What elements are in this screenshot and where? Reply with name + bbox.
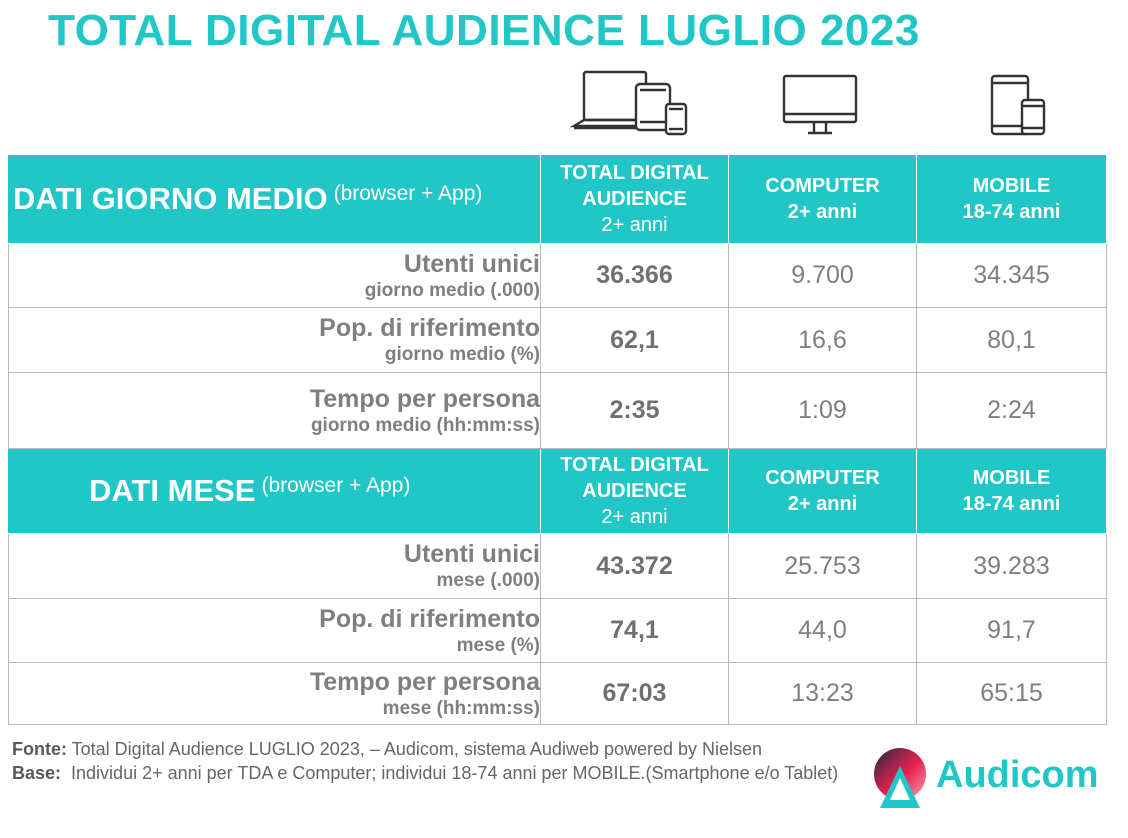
section-title-cell: DATI GIORNO MEDIO (browser + App) [8, 154, 541, 244]
table-row: Pop. di riferimento giorno medio (%) 62,… [8, 307, 1107, 373]
column-header-line: AUDIENCE [582, 480, 687, 502]
value-total: 36.366 [540, 243, 729, 308]
row-label-cell: Pop. di riferimento giorno medio (%) [8, 307, 541, 373]
desktop-monitor-icon [780, 72, 862, 138]
audicom-logo-icon [874, 748, 926, 808]
table-row: Tempo per persona mese (hh:mm:ss) 67:03 … [8, 662, 1107, 725]
column-header-line: 2+ anni [601, 214, 668, 236]
value-computer: 16,6 [728, 307, 917, 373]
audicom-logo-text: Audicom [936, 754, 1099, 796]
column-header-mobile: MOBILE 18-74 anni [916, 154, 1107, 244]
row-sublabel: giorno medio (%) [384, 344, 540, 365]
value-computer: 1:09 [728, 372, 917, 449]
row-label: Utenti unici [403, 540, 540, 568]
section-title-cell: DATI MESE (browser + App) [8, 448, 541, 534]
section-subtitle: (browser + App) [333, 182, 483, 205]
row-sublabel: mese (.000) [436, 570, 540, 591]
laptop-tablet-phone-icon [569, 68, 690, 138]
row-label: Pop. di riferimento [319, 314, 540, 342]
column-header-total: TOTAL DIGITAL AUDIENCE 2+ anni [540, 448, 729, 534]
row-label: Pop. di riferimento [319, 604, 540, 633]
row-sublabel: giorno medio (.000) [364, 279, 540, 301]
column-header-line: 2+ anni [601, 506, 668, 528]
row-sublabel: mese (%) [456, 634, 540, 656]
tablet-phone-icon [986, 72, 1048, 138]
value-total: 2:35 [540, 372, 729, 449]
footnote-source: Fonte: Total Digital Audience LUGLIO 202… [12, 737, 842, 761]
row-sublabel: giorno medio (hh:mm:ss) [310, 414, 540, 436]
column-header-mobile: MOBILE 18-74 anni [916, 448, 1107, 534]
value-mobile: 39.283 [916, 533, 1107, 599]
column-header-total: TOTAL DIGITAL AUDIENCE 2+ anni [540, 154, 729, 244]
value-mobile: 65:15 [916, 662, 1107, 725]
footnote-source-text: Total Digital Audience LUGLIO 2023, – Au… [66, 739, 763, 759]
footnote-base-label: Base: [12, 763, 62, 783]
value-total: 67:03 [540, 662, 729, 725]
section-title: DATI GIORNO MEDIO [13, 181, 328, 216]
column-header-computer: COMPUTER 2+ anni [728, 154, 917, 244]
footnote: Fonte: Total Digital Audience LUGLIO 202… [12, 737, 842, 785]
row-label: Tempo per persona [309, 667, 540, 696]
section-title: DATI MESE [89, 473, 256, 508]
column-header-line: 2+ anni [787, 201, 858, 223]
footnote-source-label: Fonte: [12, 739, 67, 759]
column-header-line: COMPUTER [765, 175, 880, 197]
value-total: 74,1 [540, 598, 729, 663]
column-header-line: 18-74 anni [962, 493, 1061, 515]
row-label-cell: Utenti unici giorno medio (.000) [8, 243, 541, 308]
audience-table: DATI GIORNO MEDIO (browser + App) TOTAL D… [8, 154, 1107, 725]
footnote-base-text: Individui 2+ anni per TDA e Computer; in… [61, 763, 839, 783]
column-header-line: 2+ anni [787, 493, 858, 515]
audicom-logo: Audicom [870, 744, 1110, 814]
row-label: Tempo per persona [309, 384, 540, 413]
value-computer: 13:23 [728, 662, 917, 725]
value-computer: 25.753 [728, 533, 917, 599]
section-header-row: DATI MESE (browser + App) TOTAL DIGITAL A… [8, 448, 1107, 534]
value-computer: 44,0 [728, 598, 917, 663]
footnote-base: Base: Individui 2+ anni per TDA e Comput… [12, 761, 842, 785]
row-label-cell: Tempo per persona giorno medio (hh:mm:ss… [8, 372, 541, 449]
row-label: Utenti unici [403, 249, 540, 278]
section-subtitle: (browser + App) [261, 474, 411, 497]
value-computer: 9.700 [728, 243, 917, 308]
table-row: Tempo per persona giorno medio (hh:mm:ss… [8, 372, 1107, 449]
column-header-line: TOTAL DIGITAL [560, 454, 709, 476]
section-header-row: DATI GIORNO MEDIO (browser + App) TOTAL D… [8, 154, 1107, 244]
page-title: TOTAL DIGITAL AUDIENCE LUGLIO 2023 [48, 6, 920, 55]
column-header-line: MOBILE [972, 467, 1051, 489]
column-header-line: MOBILE [972, 175, 1051, 197]
column-header-line: 18-74 anni [962, 201, 1061, 223]
value-total: 62,1 [540, 307, 729, 373]
value-mobile: 2:24 [916, 372, 1107, 449]
row-sublabel: mese (hh:mm:ss) [382, 697, 540, 719]
value-total: 43.372 [540, 533, 729, 599]
value-mobile: 80,1 [916, 307, 1107, 373]
column-header-line: AUDIENCE [582, 188, 687, 210]
column-header-computer: COMPUTER 2+ anni [728, 448, 917, 534]
column-header-line: COMPUTER [765, 467, 880, 489]
column-header-line: TOTAL DIGITAL [560, 162, 709, 184]
table-row: Utenti unici mese (.000) 43.372 25.753 3… [8, 533, 1107, 599]
row-label-cell: Tempo per persona mese (hh:mm:ss) [8, 662, 541, 725]
table-row: Utenti unici giorno medio (.000) 36.366 … [8, 243, 1107, 308]
value-mobile: 34.345 [916, 243, 1107, 308]
value-mobile: 91,7 [916, 598, 1107, 663]
row-label-cell: Pop. di riferimento mese (%) [8, 598, 541, 663]
table-row: Pop. di riferimento mese (%) 74,1 44,0 9… [8, 598, 1107, 663]
row-label-cell: Utenti unici mese (.000) [8, 533, 541, 599]
